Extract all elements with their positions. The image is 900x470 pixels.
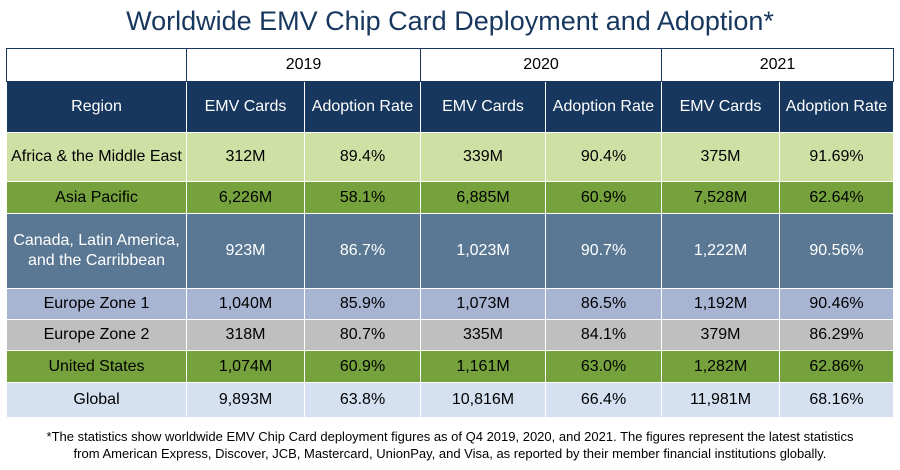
year-header-2020: 2020 (420, 48, 662, 82)
adoption-rate-2019-cell: 85.9% (304, 288, 421, 320)
emv-cards-2019-cell: 1,040M (186, 288, 305, 320)
table-body: Africa & the Middle East 312M 89.4% 339M 90.… (6, 132, 894, 418)
adoption-rate-2020-cell: 84.1% (545, 319, 662, 351)
adoption-rate-2019-cell: 86.7% (304, 213, 421, 289)
emv-cards-2020-cell: 10,816M (420, 382, 546, 418)
table-row: Asia Pacific 6,226M 58.1% 6,885M 60.9% 7,528M… (6, 181, 894, 214)
emv-cards-2020-cell: 339M (420, 132, 546, 182)
adoption-rate-2019-cell: 63.8% (304, 382, 421, 418)
year-header-blank (6, 48, 187, 82)
emv-cards-2020-cell: 1,161M (420, 350, 546, 383)
emv-cards-2019-cell: 9,893M (186, 382, 305, 418)
adoption-rate-2021-cell: 91.69% (779, 132, 894, 182)
region-cell: Africa & the Middle East (6, 132, 187, 182)
footnote-line-1: *The statistics show worldwide EMV Chip … (46, 429, 854, 444)
adoption-rate-2021-cell: 62.86% (779, 350, 894, 383)
column-header-cards-2019: EMV Cards (186, 81, 305, 133)
adoption-rate-2019-cell: 58.1% (304, 181, 421, 214)
table-row: Europe Zone 1 1,040M 85.9% 1,073M 86.5% 1,192… (6, 288, 894, 320)
emv-cards-2021-cell: 11,981M (661, 382, 780, 418)
column-header-rate-2020: Adoption Rate (545, 81, 662, 133)
table-row: Europe Zone 2 318M 80.7% 335M 84.1% 379M 86.29… (6, 319, 894, 351)
year-header-2021: 2021 (661, 48, 894, 82)
adoption-rate-2019-cell: 80.7% (304, 319, 421, 351)
emv-cards-2019-cell: 6,226M (186, 181, 305, 214)
column-header-cards-2020: EMV Cards (420, 81, 546, 133)
column-header-region: Region (6, 81, 187, 133)
column-header-rate-2021: Adoption Rate (779, 81, 894, 133)
region-cell: Global (6, 382, 187, 418)
adoption-rate-2020-cell: 66.4% (545, 382, 662, 418)
region-cell: Europe Zone 1 (6, 288, 187, 320)
region-cell: Asia Pacific (6, 181, 187, 214)
adoption-rate-2021-cell: 68.16% (779, 382, 894, 418)
table-row: Canada, Latin America, and the Carribbea… (6, 213, 894, 289)
adoption-rate-2020-cell: 90.4% (545, 132, 662, 182)
adoption-rate-2020-cell: 63.0% (545, 350, 662, 383)
emv-cards-2020-cell: 335M (420, 319, 546, 351)
emv-cards-2019-cell: 923M (186, 213, 305, 289)
table-row: United States 1,074M 60.9% 1,161M 63.0% 1,282… (6, 350, 894, 383)
year-header-row: 2019 2020 2021 (6, 48, 894, 82)
region-cell: Canada, Latin America, and the Carribbea… (6, 213, 187, 289)
emv-cards-2021-cell: 1,282M (661, 350, 780, 383)
adoption-rate-2020-cell: 90.7% (545, 213, 662, 289)
adoption-rate-2019-cell: 89.4% (304, 132, 421, 182)
region-cell: United States (6, 350, 187, 383)
emv-cards-2019-cell: 318M (186, 319, 305, 351)
adoption-rate-2020-cell: 86.5% (545, 288, 662, 320)
emv-cards-2020-cell: 1,023M (420, 213, 546, 289)
emv-table: 2019 2020 2021 Region EMV Cards Adoption… (6, 48, 894, 418)
emv-cards-2021-cell: 1,222M (661, 213, 780, 289)
table-row: Africa & the Middle East 312M 89.4% 339M 90.… (6, 132, 894, 182)
footnote: *The statistics show worldwide EMV Chip … (0, 428, 900, 462)
column-header-rate-2019: Adoption Rate (304, 81, 421, 133)
adoption-rate-2021-cell: 62.64% (779, 181, 894, 214)
emv-cards-2020-cell: 1,073M (420, 288, 546, 320)
region-cell: Europe Zone 2 (6, 319, 187, 351)
adoption-rate-2019-cell: 60.9% (304, 350, 421, 383)
footnote-line-2: from American Express, Discover, JCB, Ma… (73, 446, 827, 461)
column-header-row: Region EMV Cards Adoption Rate EMV Cards… (6, 81, 894, 133)
table-row: Global 9,893M 63.8% 10,816M 66.4% 11,981M 68.1… (6, 382, 894, 418)
table-title: Worldwide EMV Chip Card Deployment and A… (126, 6, 774, 36)
emv-cards-2021-cell: 7,528M (661, 181, 780, 214)
emv-cards-2021-cell: 1,192M (661, 288, 780, 320)
emv-cards-2020-cell: 6,885M (420, 181, 546, 214)
emv-cards-2019-cell: 312M (186, 132, 305, 182)
year-header-2019: 2019 (186, 48, 421, 82)
emv-cards-2019-cell: 1,074M (186, 350, 305, 383)
adoption-rate-2021-cell: 90.56% (779, 213, 894, 289)
emv-cards-2021-cell: 375M (661, 132, 780, 182)
column-header-cards-2021: EMV Cards (661, 81, 780, 133)
adoption-rate-2021-cell: 86.29% (779, 319, 894, 351)
adoption-rate-2021-cell: 90.46% (779, 288, 894, 320)
emv-cards-2021-cell: 379M (661, 319, 780, 351)
adoption-rate-2020-cell: 60.9% (545, 181, 662, 214)
